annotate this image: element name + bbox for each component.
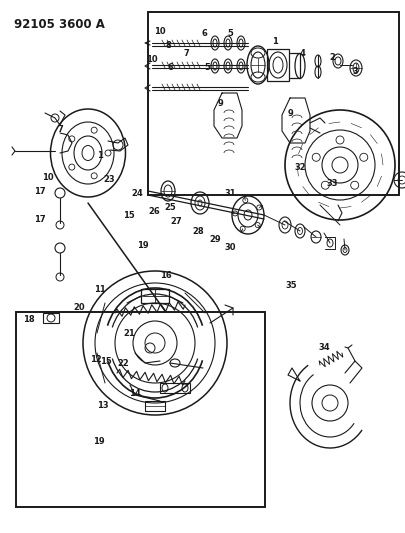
- Text: 15: 15: [100, 357, 112, 366]
- Bar: [43, 313, 59, 323]
- Text: 10: 10: [42, 173, 54, 182]
- Text: 9: 9: [287, 109, 293, 117]
- Bar: [16, 312, 265, 507]
- Text: 29: 29: [209, 236, 221, 245]
- Text: 15: 15: [123, 212, 135, 221]
- Text: 33: 33: [326, 179, 338, 188]
- Text: 26: 26: [148, 206, 160, 215]
- Text: 6: 6: [201, 28, 207, 37]
- Text: 5: 5: [204, 62, 210, 71]
- Text: 19: 19: [93, 438, 105, 447]
- Text: 3: 3: [352, 68, 358, 77]
- Text: 31: 31: [224, 189, 236, 198]
- Text: 6: 6: [167, 62, 173, 71]
- Text: 5: 5: [227, 28, 233, 37]
- Text: 7: 7: [183, 49, 189, 58]
- Text: 8: 8: [165, 42, 171, 51]
- Text: 21: 21: [123, 328, 135, 337]
- Text: 30: 30: [224, 244, 236, 253]
- Text: 10: 10: [146, 55, 158, 64]
- Text: 17: 17: [34, 187, 46, 196]
- Text: 32: 32: [294, 164, 306, 173]
- Bar: [267, 49, 289, 81]
- Text: 14: 14: [129, 389, 141, 398]
- Text: 1: 1: [272, 36, 278, 45]
- Text: 12: 12: [90, 356, 102, 365]
- Text: 13: 13: [97, 400, 109, 409]
- Text: 11: 11: [94, 286, 106, 295]
- Text: 35: 35: [285, 280, 297, 289]
- Text: 19: 19: [137, 240, 149, 249]
- Text: 34: 34: [318, 343, 330, 352]
- Text: 22: 22: [117, 359, 129, 367]
- Bar: [148, 12, 399, 195]
- Text: 25: 25: [164, 204, 176, 213]
- Text: 28: 28: [192, 227, 204, 236]
- Bar: [160, 383, 190, 393]
- Text: 10: 10: [154, 27, 166, 36]
- Text: 4: 4: [299, 49, 305, 58]
- Text: 92105 3600 A: 92105 3600 A: [14, 18, 105, 31]
- Text: 9: 9: [218, 99, 224, 108]
- Text: 27: 27: [170, 216, 182, 225]
- Text: 2: 2: [329, 53, 335, 62]
- Text: 20: 20: [73, 303, 85, 312]
- Text: 17: 17: [34, 215, 46, 224]
- Bar: [141, 289, 169, 303]
- Text: 1: 1: [97, 151, 103, 160]
- Text: 24: 24: [131, 190, 143, 198]
- Text: 23: 23: [103, 175, 115, 184]
- Text: 7: 7: [57, 125, 63, 133]
- Text: 18: 18: [23, 316, 35, 325]
- Text: 16: 16: [160, 271, 172, 280]
